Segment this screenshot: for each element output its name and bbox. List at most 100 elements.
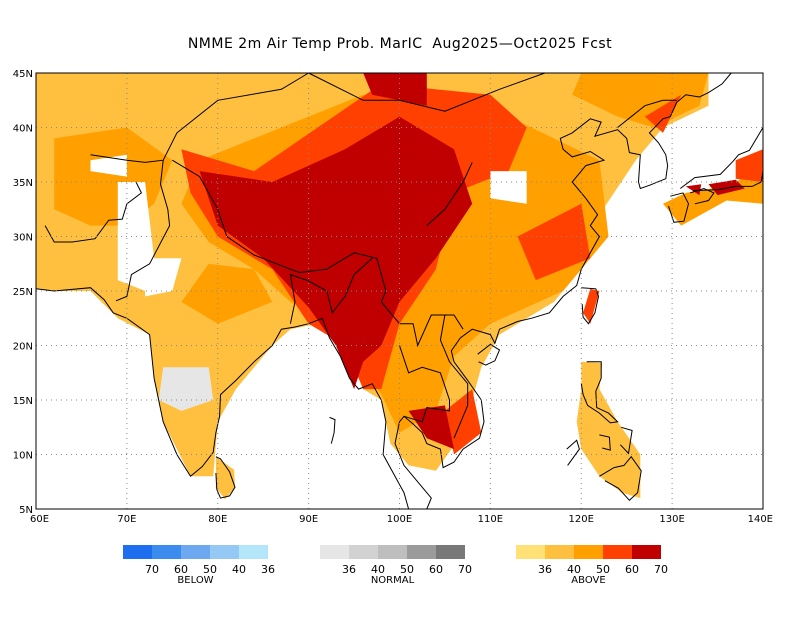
coast-kyushu [668,192,690,223]
legend-below-swatch-0 [123,545,152,559]
legend-above-swatch-3 [603,545,632,559]
lon-label-80E: 80E [208,514,227,525]
coast-andaman [329,416,336,444]
taiwan-above-60 [583,288,600,324]
border-central-asia [90,72,309,163]
japan-above-70 [708,179,745,196]
lat-label-35N: 35N [13,178,33,189]
legend-normal-caption: NORMAL [370,575,415,586]
legend-above-tick: 40 [567,563,581,576]
legend-normal: 36 40 50 60 70 NORMAL [320,545,472,586]
legend-normal-swatch-2 [378,545,407,559]
legend-above-swatch-0 [516,545,545,559]
legend-normal-swatch-3 [407,545,436,559]
legend-below-swatch-2 [181,545,210,559]
lon-label-90E: 90E [299,514,318,525]
border-laos-vietnam [439,314,469,439]
thar-nodata [145,258,182,297]
coast-palawan [566,439,580,466]
legend-normal-swatches [320,545,465,559]
border-china-south [376,258,464,348]
legend-above-tick: 70 [654,563,668,576]
legend-below-tick: 50 [203,563,217,576]
legend-below-swatch-4 [239,545,268,559]
legend-above-caption: ABOVE [571,575,606,586]
gridlines [36,73,763,509]
eastchina-above-60 [517,203,591,281]
lat-label-10N: 10N [13,451,33,462]
lon-label-140E: 140E [748,514,773,525]
deccan-normal [158,367,214,411]
coast-mainland-west [35,287,410,510]
legend-normal-tick: 50 [400,563,414,576]
map-title: NMME 2m Air Temp Prob. MarIC Aug2025—Oct… [187,36,613,52]
lon-label-60E: 60E [30,514,49,525]
manchuria-above-50 [572,73,709,128]
legend-below-ticks: 70 60 50 40 36 [123,563,275,577]
lat-label-40N: 40N [13,124,33,135]
legend-above-tick: 50 [596,563,610,576]
lat-label-25N: 25N [13,287,33,298]
lat-label-5N: 5N [19,505,33,516]
lat-label-15N: 15N [13,396,33,407]
coastlines [35,72,764,510]
border-himalaya [172,159,377,274]
legend-above-tick: 60 [625,563,639,576]
legend-below-tick: 36 [261,563,275,576]
legend-below-swatch-3 [210,545,239,559]
kyushu-above-70 [685,184,702,196]
lat-label-20N: 20N [13,342,33,353]
legend-below: 70 60 50 40 36 BELOW [123,545,275,586]
legend-above-swatches [516,545,661,559]
coast-hainan [477,343,501,366]
coast-mainland-east [394,72,732,510]
srilanka-above-40 [215,456,235,500]
legend-below-tick: 60 [174,563,188,576]
probability-field [36,73,763,500]
legend-normal-tick: 40 [371,563,385,576]
honshu-above-60 [735,149,763,182]
legend-above-swatch-1 [545,545,574,559]
coast-panay [599,434,611,451]
border-korea [617,99,677,128]
lat-label-45N: 45N [13,69,33,80]
legend-normal-swatch-4 [436,545,465,559]
tibet-above-70 [199,116,473,390]
border-afpak [44,181,143,243]
legend-below-tick: 40 [232,563,246,576]
longitude-labels: 60E 70E 80E 90E 100E 110E 120E 130E 140E [30,514,773,525]
india-north-above-50 [181,263,273,324]
legend-above-ticks: 36 40 50 60 70 [516,563,668,577]
legend-above: 36 40 50 60 70 ABOVE [516,545,668,586]
loess-nodata [490,171,527,204]
border-thailand-laos [399,345,450,423]
legend-normal-ticks: 36 40 50 60 70 [320,563,472,577]
legend-below-swatch-1 [152,545,181,559]
legend-normal-tick: 70 [458,563,472,576]
border-indopak [115,160,171,302]
philippines-above-40 [576,361,641,499]
legend-normal-tick: 60 [429,563,443,576]
legend-above-swatch-4 [632,545,661,559]
legend-normal-swatch-0 [320,545,349,559]
japan-above-50 [663,165,763,226]
coast-mindanao [599,455,642,502]
map-frame [35,72,764,510]
mongolia-above-70 [363,73,427,106]
coast-srilanka [215,456,236,499]
lon-label-120E: 120E [569,514,594,525]
lon-label-130E: 130E [659,514,684,525]
river-sichuan [426,162,473,226]
lon-label-100E: 100E [387,514,412,525]
korea-above-60 [644,94,682,133]
hindukush-nodata [90,154,127,177]
legend-below-swatches [123,545,268,559]
lon-label-70E: 70E [117,514,136,525]
legend-below-caption: BELOW [177,575,214,586]
legend-below-tick: 70 [145,563,159,576]
legend-normal-tick: 36 [342,563,356,576]
coast-taiwan [581,287,600,325]
coast-luzon [580,361,619,424]
coast-samar [619,426,633,455]
